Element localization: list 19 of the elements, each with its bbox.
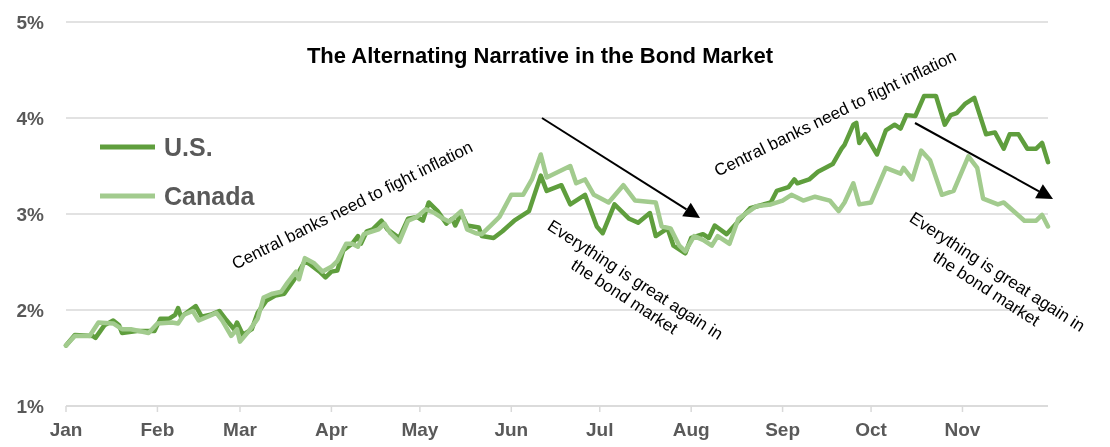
y-tick-label: 4% xyxy=(16,107,45,129)
x-tick-label: Mar xyxy=(223,419,258,440)
x-tick-label: Jun xyxy=(494,419,529,440)
x-tick-label: Aug xyxy=(672,419,710,440)
y-tick-label: 5% xyxy=(16,11,45,33)
x-tick-label: Sep xyxy=(765,419,801,440)
legend-label: Canada xyxy=(164,181,256,210)
x-tick-label: Oct xyxy=(855,419,888,440)
y-tick-label: 2% xyxy=(16,299,45,321)
y-tick-label: 1% xyxy=(16,395,45,417)
x-tick-label: Jan xyxy=(49,419,83,440)
x-tick-label: Jul xyxy=(586,419,614,440)
x-tick-label: Nov xyxy=(944,419,981,440)
x-tick-label: Apr xyxy=(315,419,349,440)
x-tick-label: Feb xyxy=(140,419,175,440)
text: The Alternating Narrative in the Bond Market xyxy=(306,43,774,68)
legend-label: U.S. xyxy=(164,132,213,161)
y-tick-label: 3% xyxy=(16,203,45,225)
x-tick-label: May xyxy=(401,419,439,440)
